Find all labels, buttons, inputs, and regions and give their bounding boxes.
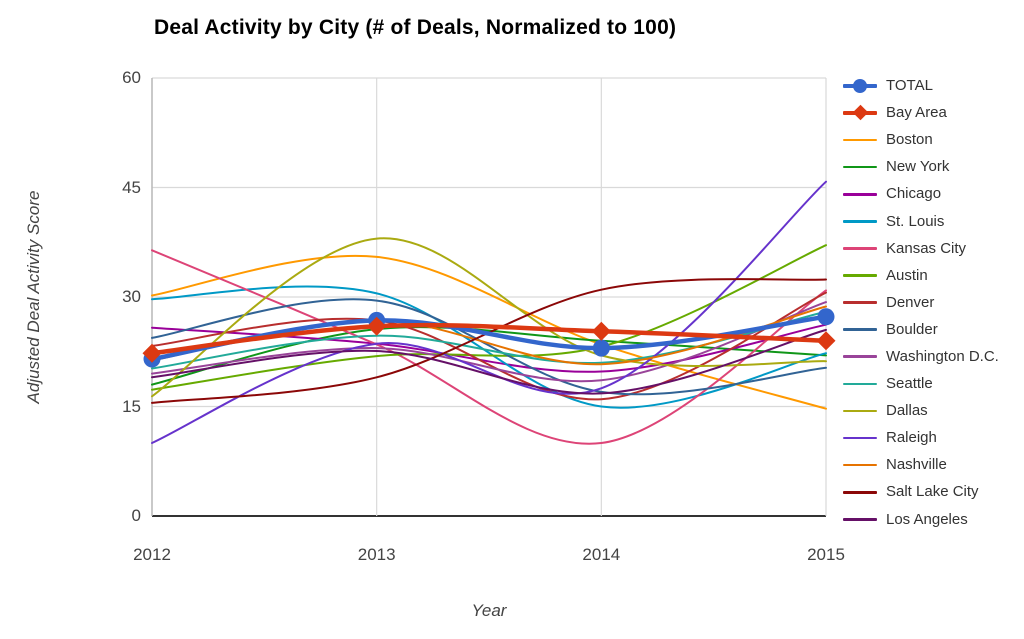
y-tick-label-60: 60 — [122, 68, 141, 87]
legend-line-swatch — [843, 463, 877, 467]
data-point-diamond-bay-area — [816, 331, 836, 351]
legend-line-swatch — [843, 355, 877, 359]
legend-line-icon-denver — [843, 294, 877, 310]
series-line-boulder — [151, 298, 827, 396]
series-line-st-louis — [151, 285, 827, 409]
data-point-diamond-bay-area — [367, 316, 387, 336]
data-point-diamond-bay-area — [142, 343, 162, 363]
x-tick-label-2014: 2014 — [582, 545, 621, 564]
legend-item-bay-area: Bay Area — [843, 99, 999, 126]
chart-title: Deal Activity by City (# of Deals, Norma… — [154, 16, 677, 39]
legend-item-raleigh: Raleigh — [843, 424, 999, 451]
legend-item-seattle: Seattle — [843, 370, 999, 397]
legend-line-icon-austin — [843, 267, 877, 283]
legend-label: Bay Area — [886, 104, 947, 122]
y-tick-label-0: 0 — [131, 506, 141, 525]
legend-line-swatch — [843, 382, 877, 386]
legend-line-swatch — [843, 220, 877, 223]
legend-line-swatch — [843, 301, 877, 304]
series-line-bay-area — [149, 322, 829, 356]
legend-line-icon-kansas-city — [843, 240, 877, 256]
y-axis-title: Adjusted Deal Activity Score — [24, 190, 43, 404]
series-line-austin — [151, 244, 827, 391]
legend-item-denver: Denver — [843, 289, 999, 316]
x-tick-label-2015: 2015 — [807, 545, 845, 564]
diamond-marker-icon — [852, 104, 868, 121]
data-point-circle-total — [817, 308, 835, 326]
legend-line-icon-nashville — [843, 457, 877, 473]
legend-line-swatch — [843, 328, 877, 331]
legend-line-icon-boulder — [843, 321, 877, 337]
legend-label: Salt Lake City — [886, 483, 979, 501]
legend-line-icon-los-angeles — [843, 511, 877, 527]
circle-marker-icon — [853, 78, 867, 93]
x-tick-label-2013: 2013 — [357, 545, 396, 564]
legend-label: Raleigh — [886, 429, 937, 447]
legend-item-kansas-city: Kansas City — [843, 235, 999, 262]
series-line-kansas-city — [151, 249, 827, 445]
legend-item-austin: Austin — [843, 262, 999, 289]
legend-line-swatch — [843, 138, 877, 142]
legend-item-nashville: Nashville — [843, 451, 999, 478]
legend-line-swatch — [843, 490, 877, 494]
legend-line-swatch — [843, 436, 877, 440]
data-point-circle-total — [592, 339, 610, 357]
legend-label: New York — [886, 158, 950, 176]
legend-line-icon-salt-lake-city — [843, 484, 877, 500]
legend-line-icon-boston — [843, 132, 877, 148]
series-line-boston — [151, 254, 827, 410]
legend-line-swatch — [843, 409, 877, 413]
legend-item-chicago: Chicago — [843, 180, 999, 207]
legend-item-boulder: Boulder — [843, 316, 999, 343]
legend-item-boston: Boston — [843, 126, 999, 153]
legend-label: Dallas — [886, 402, 928, 420]
legend-label: Washington D.C. — [886, 347, 999, 365]
legend-label: Chicago — [886, 185, 942, 203]
legend-label: Los Angeles — [886, 510, 968, 528]
legend-label: Nashville — [886, 456, 947, 474]
legend-label: Denver — [886, 293, 935, 311]
legend-item-st-louis: St. Louis — [843, 207, 999, 234]
legend-line-swatch — [843, 518, 877, 521]
legend-label: Seattle — [886, 375, 933, 393]
y-tick-label-15: 15 — [122, 396, 141, 416]
legend-line-icon-washington-d-c — [843, 348, 877, 364]
y-tick-label-30: 30 — [122, 287, 141, 306]
x-axis-title: Year — [471, 601, 507, 620]
legend-label: Boulder — [886, 320, 938, 338]
legend-line-icon-seattle — [843, 376, 877, 392]
x-tick-label-2012: 2012 — [133, 545, 171, 564]
legend-line-icon-new-york — [843, 159, 877, 175]
series-line-washington-d-c — [151, 301, 827, 383]
legend-line-icon-st-louis — [843, 213, 877, 229]
legend-item-total: TOTAL — [843, 72, 999, 99]
legend-line-swatch — [843, 165, 877, 169]
legend-label: St. Louis — [886, 212, 945, 230]
legend-line-icon-raleigh — [843, 430, 877, 446]
legend-item-washington-d-c: Washington D.C. — [843, 343, 999, 370]
series-line-los-angeles — [151, 328, 827, 395]
data-point-diamond-bay-area — [591, 321, 611, 341]
legend-diamond-icon-bay-area — [843, 104, 877, 121]
legend: TOTAL Bay Area Boston New York Chicago St. Lo… — [843, 72, 999, 533]
legend-item-salt-lake-city: Salt Lake City — [843, 478, 999, 505]
legend-label: Boston — [886, 131, 933, 149]
legend-label: TOTAL — [886, 77, 933, 95]
legend-item-dallas: Dallas — [843, 397, 999, 424]
legend-line-swatch — [843, 192, 877, 196]
legend-line-icon-chicago — [843, 186, 877, 202]
legend-label: Austin — [886, 266, 928, 284]
legend-item-los-angeles: Los Angeles — [843, 506, 999, 533]
legend-item-new-york: New York — [843, 153, 999, 180]
legend-line-swatch — [843, 247, 877, 250]
legend-label: Kansas City — [886, 239, 967, 257]
legend-circle-icon-total — [843, 78, 877, 94]
legend-line-swatch — [843, 274, 877, 277]
legend-line-icon-dallas — [843, 403, 877, 419]
y-tick-label-45: 45 — [122, 177, 141, 197]
